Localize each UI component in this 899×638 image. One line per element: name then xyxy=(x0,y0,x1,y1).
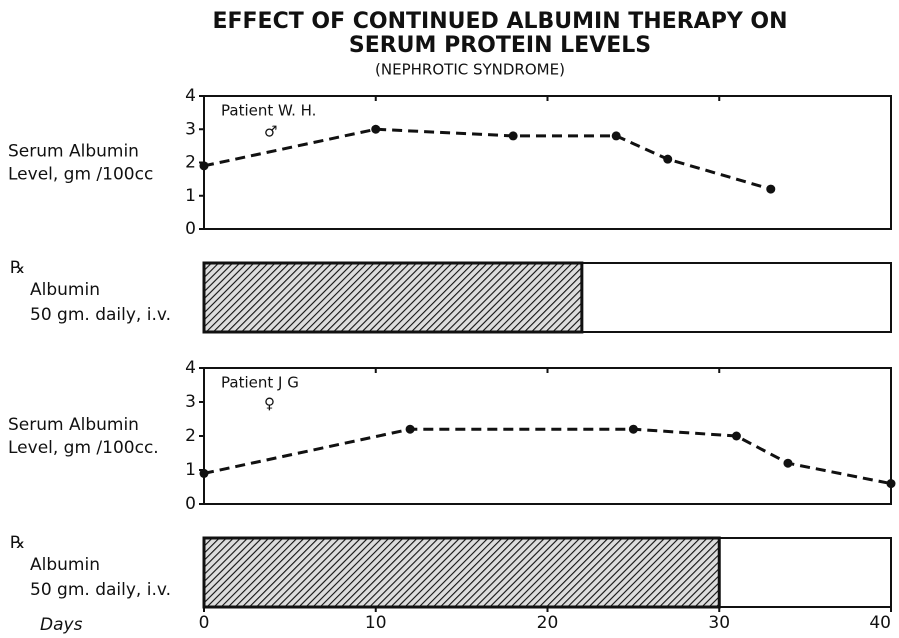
y-axis-label: Serum Albumin xyxy=(8,415,139,435)
x-tick-label: 20 xyxy=(537,613,559,633)
y-tick-label: 0 xyxy=(185,494,196,514)
range-label: 50 gm. daily, i.v. xyxy=(30,580,171,600)
range-label: Albumin xyxy=(30,555,100,575)
plot-frame xyxy=(203,367,892,505)
data-point xyxy=(371,124,381,134)
y-tick-label: 4 xyxy=(185,86,196,106)
y-axis-label: Level, gm /100cc xyxy=(8,165,153,185)
y-tick-label: 2 xyxy=(185,426,196,446)
x-tick-label: 40 xyxy=(869,613,891,633)
x-axis-label: Days xyxy=(40,615,83,635)
range-label: Albumin xyxy=(30,280,100,300)
data-point xyxy=(663,154,673,164)
y-tick-label: 1 xyxy=(185,186,196,206)
data-line xyxy=(203,427,892,486)
therapy-bar xyxy=(202,536,721,609)
data-point xyxy=(199,468,209,478)
symbol: ♂ xyxy=(264,123,277,141)
data-point xyxy=(199,161,209,171)
x-tick-label: 30 xyxy=(708,613,730,633)
chart-title: EFFECT OF CONTINUED ALBUMIN THERAPY ON xyxy=(212,9,787,34)
y-tick-label: 3 xyxy=(185,119,196,139)
chart-subtitle: (NEPHROTIC SYNDROME) xyxy=(375,61,565,79)
data-point xyxy=(405,424,415,434)
data-point xyxy=(783,458,793,468)
y-axis-label: Level, gm /100cc. xyxy=(8,438,159,458)
symbol: ♀ xyxy=(264,395,275,413)
range-label: 50 gm. daily, i.v. xyxy=(30,305,171,325)
y-tick-label: 4 xyxy=(185,358,196,378)
y-tick-label: 0 xyxy=(185,219,196,239)
x-tick-label: 10 xyxy=(365,613,387,633)
annotation: Patient W. H. xyxy=(221,102,316,120)
data-point xyxy=(886,479,896,489)
data-point xyxy=(508,131,518,141)
annotation: Patient J G xyxy=(221,374,299,392)
y-tick-label: 2 xyxy=(185,153,196,173)
y-tick-label: 1 xyxy=(185,460,196,480)
data-point xyxy=(628,424,638,434)
rx-symbol: ℞ xyxy=(10,258,25,278)
chart-title: SERUM PROTEIN LEVELS xyxy=(349,33,651,58)
data-point xyxy=(731,431,741,441)
data-line xyxy=(203,127,772,191)
data-point xyxy=(766,184,776,194)
y-axis-label: Serum Albumin xyxy=(8,142,139,162)
therapy-bar xyxy=(202,261,584,334)
rx-symbol: ℞ xyxy=(10,533,25,553)
y-tick-label: 3 xyxy=(185,392,196,412)
data-point xyxy=(611,131,621,141)
x-tick-label: 0 xyxy=(199,613,210,633)
